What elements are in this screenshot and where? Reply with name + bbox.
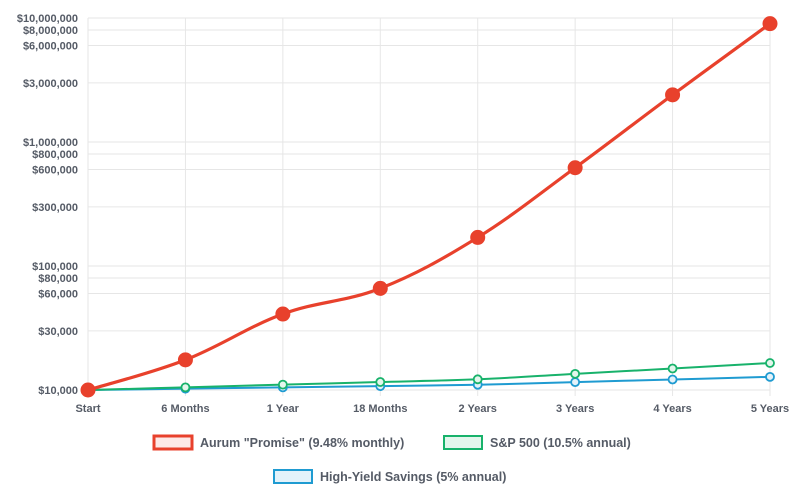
series-lines	[80, 16, 778, 398]
series-line	[87, 375, 771, 391]
data-point[interactable]	[275, 306, 291, 322]
x-tick-label: 1 Year	[267, 403, 300, 415]
series-1	[83, 358, 775, 395]
data-point[interactable]	[470, 229, 486, 245]
y-tick-label: $800,000	[32, 149, 78, 161]
data-point[interactable]	[177, 352, 193, 368]
data-point[interactable]	[567, 160, 583, 176]
legend-item-0[interactable]: Aurum "Promise" (9.48% monthly)	[152, 434, 404, 451]
legend[interactable]: Aurum "Promise" (9.48% monthly) S&P 500 (…	[152, 434, 631, 484]
data-point[interactable]	[765, 371, 775, 382]
legend-swatch	[273, 469, 313, 484]
legend-item-2[interactable]: High-Yield Savings (5% annual)	[273, 469, 506, 484]
y-tick-label: $100,000	[32, 261, 78, 273]
x-tick-label: Start	[75, 403, 100, 415]
x-axis: Start 6 Months 1 Year 18 Months 2 Years 3 Yea…	[75, 403, 789, 415]
data-point[interactable]	[472, 374, 483, 385]
y-tick-label: $8,000,000	[23, 25, 78, 37]
data-point[interactable]	[372, 280, 388, 296]
x-tick-label: 5 Years	[751, 403, 789, 415]
data-point[interactable]	[277, 379, 288, 390]
series-0	[80, 16, 778, 398]
legend-swatch	[152, 434, 194, 451]
y-tick-label: $300,000	[32, 202, 78, 214]
legend-label: High-Yield Savings (5% annual)	[320, 470, 506, 484]
data-point[interactable]	[762, 16, 778, 32]
data-point[interactable]	[180, 382, 191, 393]
y-axis: $10,000,000$8,000,000 $6,000,000 $3,000,00…	[17, 13, 78, 397]
x-tick-label: 6 Months	[161, 403, 209, 415]
data-point[interactable]	[667, 374, 678, 385]
data-point[interactable]	[80, 382, 96, 398]
x-tick-label: 3 Years	[556, 403, 594, 415]
x-tick-label: 4 Years	[653, 403, 691, 415]
data-point[interactable]	[570, 368, 581, 379]
grid	[87, 17, 771, 396]
data-point[interactable]	[665, 87, 681, 103]
series-line	[87, 362, 771, 391]
x-tick-label: 2 Years	[459, 403, 497, 415]
y-tick-label: $80,000	[38, 273, 78, 285]
data-point[interactable]	[375, 377, 386, 387]
y-tick-label: $6,000,000	[23, 41, 78, 53]
y-tick-label: $600,000	[32, 165, 78, 177]
y-tick-label: $3,000,000	[23, 78, 78, 90]
x-tick-label: 18 Months	[353, 403, 407, 415]
y-tick-label: $10,000,000	[17, 13, 78, 25]
data-point[interactable]	[765, 358, 775, 368]
series-line	[87, 22, 771, 392]
y-tick-label: $10,000	[38, 385, 78, 397]
legend-swatch	[443, 435, 483, 450]
legend-item-1[interactable]: S&P 500 (10.5% annual)	[443, 435, 631, 450]
y-tick-label: $1,000,000	[23, 137, 78, 149]
data-point[interactable]	[667, 363, 678, 374]
legend-label: Aurum "Promise" (9.48% monthly)	[200, 436, 404, 450]
data-point[interactable]	[570, 377, 581, 388]
legend-label: S&P 500 (10.5% annual)	[490, 436, 631, 450]
y-tick-label: $30,000	[38, 326, 78, 338]
y-tick-label: $60,000	[38, 289, 78, 301]
